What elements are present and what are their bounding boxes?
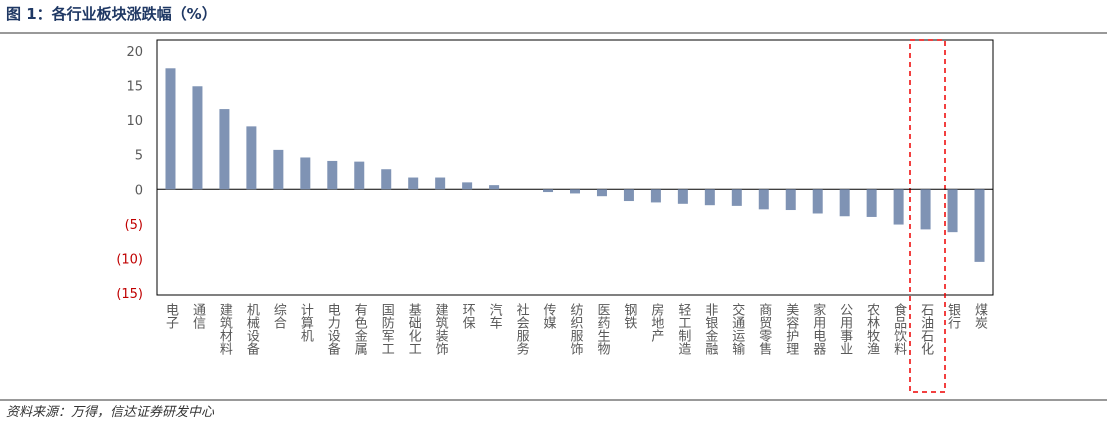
- plot-frame: [156, 39, 994, 296]
- bar: [839, 189, 850, 217]
- y-tick-label: 15: [126, 80, 143, 95]
- chart-title: 图 1：各行业板块涨跌幅（%）: [6, 5, 217, 23]
- bar: [192, 86, 203, 190]
- bar: [947, 189, 958, 233]
- bar: [812, 189, 823, 214]
- bar: [866, 189, 877, 217]
- bar: [650, 189, 661, 203]
- y-tick-label: 20: [126, 45, 143, 60]
- y-tick-label: (10): [116, 252, 143, 267]
- x-tick-label: 银行: [945, 303, 961, 330]
- x-tick-label: 美容护理: [783, 303, 799, 355]
- bar: [920, 189, 931, 230]
- y-tick-label: 10: [126, 114, 143, 129]
- x-tick-label: 建筑装饰: [433, 303, 449, 355]
- bar: [300, 157, 311, 190]
- bar: [570, 189, 580, 194]
- bar: [974, 189, 985, 262]
- x-tick-label: 交通运输: [729, 302, 745, 355]
- y-tick-label: (15): [116, 287, 143, 302]
- bar: [219, 109, 230, 190]
- x-tick-label: 石油石化: [918, 303, 934, 356]
- x-tick-label: 综合: [271, 303, 287, 329]
- highlight-box: [909, 39, 946, 393]
- x-tick-label: 通信: [190, 303, 206, 329]
- x-tick-label: 基础化工: [406, 303, 422, 355]
- x-tick-label: 电子: [163, 303, 179, 329]
- x-tick-label: 钢铁: [621, 303, 637, 329]
- bar: [731, 189, 742, 206]
- x-tick-label: 商贸零售: [756, 303, 772, 355]
- y-tick-label: 0: [135, 183, 143, 198]
- x-tick-label: 电力设备: [325, 303, 341, 356]
- bar: [677, 189, 688, 204]
- x-tick-label: 农林牧渔: [864, 303, 880, 355]
- bar: [246, 126, 257, 190]
- x-tick-label: 机械设备: [244, 303, 259, 356]
- bar: [462, 182, 473, 190]
- bar: [623, 189, 634, 202]
- x-tick-label: 家用电器: [810, 302, 826, 356]
- x-tick-label: 食品饮料: [891, 302, 907, 355]
- bar: [596, 189, 607, 197]
- y-tick-label: 5: [135, 149, 143, 164]
- x-tick-label: 非银金融: [702, 303, 718, 355]
- x-tick-label: 有色金属: [352, 303, 368, 356]
- source-note: 资料来源：万得，信达证券研发中心: [6, 405, 215, 420]
- bar: [327, 160, 338, 190]
- x-tick-label: 煤炭: [972, 303, 988, 330]
- bar: [381, 169, 392, 190]
- bar: [704, 189, 715, 206]
- bar: [543, 189, 554, 193]
- x-tick-label: 医药生物: [594, 303, 610, 356]
- x-tick-label: 计算机: [298, 303, 314, 343]
- bar: [354, 161, 365, 190]
- bar: [489, 185, 500, 190]
- x-tick-label: 社会服务: [514, 302, 530, 355]
- bar: [408, 177, 419, 190]
- bar: [758, 189, 769, 210]
- x-tick-label: 建筑材料: [217, 303, 233, 355]
- bar: [273, 149, 284, 190]
- x-tick-label: 纺织服饰: [568, 303, 584, 355]
- y-tick-label: (5): [125, 218, 143, 233]
- x-tick-label: 传媒: [541, 303, 557, 329]
- bar: [165, 68, 176, 190]
- bar: [785, 189, 796, 211]
- x-tick-label: 房地产: [648, 302, 664, 343]
- x-tick-label: 环保: [460, 303, 476, 329]
- bar: [435, 177, 446, 190]
- x-tick-label: 公用事业: [837, 303, 853, 355]
- x-tick-label: 国防军工: [379, 303, 395, 355]
- x-tick-label: 汽车: [487, 303, 503, 329]
- x-tick-label: 轻工制造: [675, 303, 691, 356]
- bar: [893, 189, 904, 225]
